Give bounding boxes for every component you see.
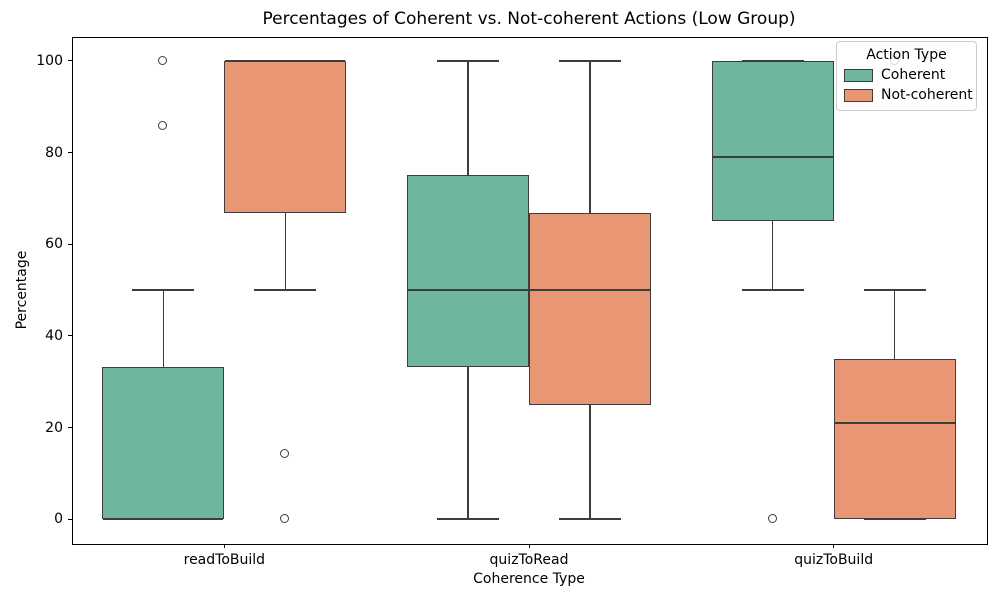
outlier-point — [158, 121, 168, 131]
lower-whisker-cap — [741, 289, 804, 291]
legend-swatch-icon — [844, 88, 873, 102]
y-tick-label: 80 — [45, 144, 63, 161]
y-tick-mark — [68, 427, 72, 428]
legend-item-not-coherent: Not-coherent — [844, 85, 973, 105]
upper-whisker-cap — [741, 60, 804, 62]
upper-whisker-cap — [559, 60, 621, 62]
legend: Action Type Coherent Not-coherent — [836, 41, 977, 111]
box-not-coherent-quizToBuild — [833, 358, 956, 520]
upper-whisker-cap — [437, 60, 499, 62]
y-tick-mark — [68, 518, 72, 520]
outlier-point — [280, 514, 290, 524]
lower-whisker — [284, 213, 286, 290]
y-tick-mark — [68, 60, 72, 62]
x-axis-label: Coherence Type — [473, 571, 585, 587]
x-tick-label: readToBuild — [183, 552, 266, 568]
box-coherent-quizToRead — [407, 175, 529, 367]
median-line — [712, 156, 833, 158]
y-tick-mark — [68, 335, 72, 337]
x-tick-mark — [833, 544, 835, 548]
legend-label: Not-coherent — [881, 87, 973, 103]
median-line — [103, 518, 224, 520]
upper-whisker-cap — [863, 289, 926, 291]
x-tick-label: quizToBuild — [794, 552, 874, 568]
legend-item-coherent: Coherent — [844, 65, 969, 85]
lower-whisker-cap — [437, 518, 499, 520]
legend-swatch-icon — [844, 68, 873, 82]
upper-whisker — [589, 60, 591, 214]
y-tick-mark — [68, 152, 72, 153]
y-tick-label: 60 — [45, 236, 63, 253]
x-tick-mark — [528, 544, 530, 548]
legend-label: Coherent — [881, 67, 946, 83]
legend-items: Coherent Not-coherent — [844, 65, 973, 105]
y-tick-label: 0 — [54, 511, 63, 528]
x-tick-label: quizToRead — [489, 552, 569, 568]
outlier-point — [280, 448, 290, 458]
upper-whisker-cap — [132, 289, 195, 291]
x-tick-mark — [223, 544, 225, 548]
y-tick-mark — [68, 243, 72, 245]
median-line — [408, 289, 528, 291]
lower-whisker — [589, 404, 591, 520]
lower-whisker-cap — [254, 289, 317, 291]
box-not-coherent-readToBuild — [224, 60, 347, 214]
y-tick-label: 40 — [45, 327, 63, 344]
chart-title: Percentages of Coherent vs. Not-coherent… — [262, 9, 796, 29]
upper-whisker — [467, 60, 469, 176]
median-line — [834, 422, 955, 424]
legend-title: Action Type — [866, 47, 947, 63]
box-coherent-readToBuild — [102, 366, 225, 520]
lower-whisker — [467, 366, 469, 520]
median-line — [530, 289, 650, 291]
box-not-coherent-quizToRead — [529, 213, 651, 405]
y-axis-label: Percentage — [14, 250, 30, 330]
upper-whisker — [162, 290, 164, 367]
y-tick-label: 100 — [36, 52, 63, 69]
y-tick-label: 20 — [45, 419, 63, 436]
outlier-point — [767, 514, 777, 524]
box-coherent-quizToBuild — [711, 60, 834, 222]
median-line — [225, 60, 346, 62]
lower-whisker-cap — [559, 518, 621, 520]
lower-whisker — [772, 221, 774, 290]
upper-whisker — [894, 290, 896, 359]
outlier-point — [158, 55, 168, 65]
